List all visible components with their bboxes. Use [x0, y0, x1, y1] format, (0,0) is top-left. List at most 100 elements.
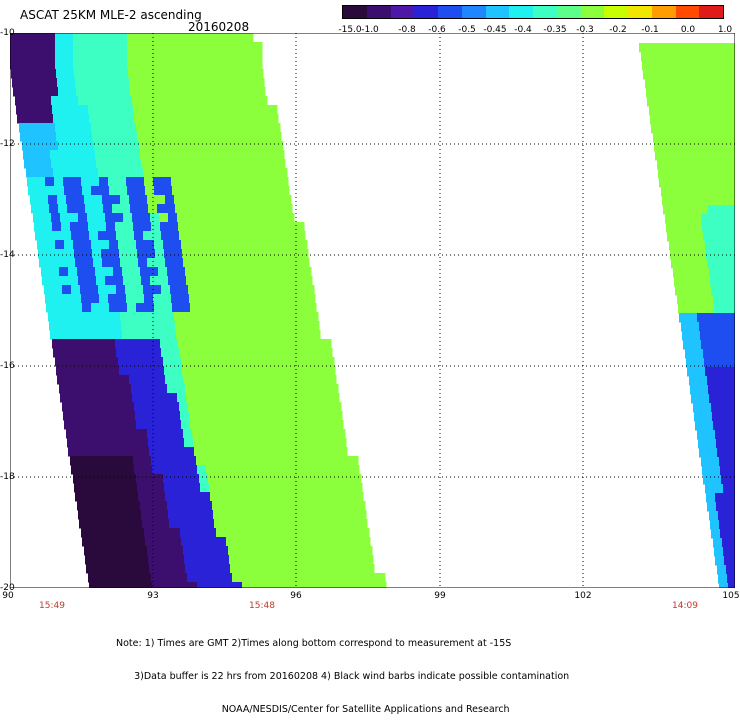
swath-cell	[108, 294, 118, 304]
swath-cell	[307, 303, 317, 313]
swath-cell	[120, 492, 130, 502]
swath-cell	[241, 222, 251, 232]
swath-cell	[287, 348, 297, 358]
swath-cell	[234, 411, 244, 421]
swath-cell	[238, 204, 248, 214]
swath-cell	[294, 276, 304, 286]
swath-cell	[299, 249, 309, 259]
swath-cell	[331, 456, 341, 466]
swath-cell	[226, 537, 236, 547]
swath-cell	[75, 258, 85, 268]
swath-cell	[313, 519, 323, 529]
swath-cell	[113, 564, 123, 574]
swath-cell	[285, 393, 295, 403]
swath-cell	[121, 321, 131, 331]
swath-cell	[377, 582, 387, 588]
swath-cell	[94, 438, 104, 448]
swath-cell	[231, 510, 241, 520]
swath-cell	[84, 312, 94, 322]
swath-cell	[112, 321, 122, 331]
swath-cell	[727, 268, 735, 278]
swath-cell	[191, 483, 201, 493]
swath-cell	[267, 510, 277, 520]
swath-cell	[687, 367, 697, 377]
swath-cell	[96, 393, 106, 403]
swath-cell	[261, 177, 271, 187]
swath-cell	[149, 267, 159, 277]
colorbar-segment-3	[414, 6, 438, 18]
swath-cell	[225, 411, 235, 421]
swath-cell	[168, 393, 178, 403]
swath-cell	[190, 51, 200, 61]
swath-cell	[159, 96, 169, 106]
swath-cell	[694, 106, 704, 116]
swath-cell	[190, 420, 200, 430]
swath-cell	[242, 168, 252, 178]
swath-cell	[58, 321, 68, 331]
swath-cell	[184, 438, 194, 448]
swath-cell	[361, 537, 371, 547]
swath-cell	[203, 150, 213, 160]
swath-cell	[121, 438, 131, 448]
swath-cell	[256, 87, 266, 97]
swath-cell	[178, 339, 188, 349]
swath-cell	[35, 168, 45, 178]
swath-cell	[727, 88, 735, 98]
swath-cell	[732, 484, 735, 494]
swath-cell	[674, 97, 684, 107]
swath-cell	[718, 88, 728, 98]
swath-cell	[141, 96, 151, 106]
swath-cell	[193, 141, 203, 151]
swath-cell	[138, 258, 148, 268]
swath-cell	[223, 573, 233, 583]
swath-cell	[129, 375, 139, 385]
swath-cell	[206, 582, 216, 588]
swath-cell	[314, 348, 324, 358]
swath-cell	[177, 276, 187, 286]
swath-cell	[112, 141, 122, 151]
swath-cell	[11, 69, 21, 79]
swath-cell	[331, 519, 341, 529]
map-date: 20160208	[188, 20, 250, 34]
swath-cell	[222, 393, 232, 403]
swath-cell	[226, 60, 236, 70]
swath-cell	[208, 537, 218, 547]
swath-cell	[110, 483, 120, 493]
swath-cell	[713, 52, 723, 62]
swath-cell	[76, 87, 86, 97]
swath-cell	[100, 42, 110, 52]
swath-cell	[169, 456, 179, 466]
swath-cell	[676, 232, 686, 242]
swath-cell	[195, 276, 205, 286]
swath-cell	[719, 97, 729, 107]
swath-cell	[72, 177, 82, 187]
swath-cell	[122, 564, 132, 574]
swath-cell	[172, 537, 182, 547]
swath-cell	[163, 474, 173, 484]
swath-cell	[185, 501, 195, 511]
swath-cell	[261, 294, 271, 304]
swath-cell	[214, 456, 224, 466]
swath-cell	[197, 168, 207, 178]
swath-cell	[127, 474, 137, 484]
swath-cell	[148, 438, 158, 448]
swath-cell	[243, 528, 253, 538]
swath-cell	[645, 79, 655, 89]
swath-cell	[71, 348, 81, 358]
swath-cell	[104, 150, 114, 160]
swath-cell	[154, 420, 164, 430]
swath-cell	[211, 321, 221, 331]
swath-cell	[204, 159, 214, 169]
swath-cell	[116, 168, 126, 178]
swath-cell	[55, 303, 65, 313]
swath-cell	[124, 573, 134, 583]
swath-cell	[301, 555, 311, 565]
swath-cell	[317, 366, 327, 376]
swath-cell	[88, 456, 98, 466]
swath-cell	[69, 393, 79, 403]
swath-cell	[164, 249, 174, 259]
swath-cell	[329, 384, 339, 394]
swath-cell	[76, 438, 86, 448]
swath-cell	[335, 483, 345, 493]
swath-cell	[142, 339, 152, 349]
